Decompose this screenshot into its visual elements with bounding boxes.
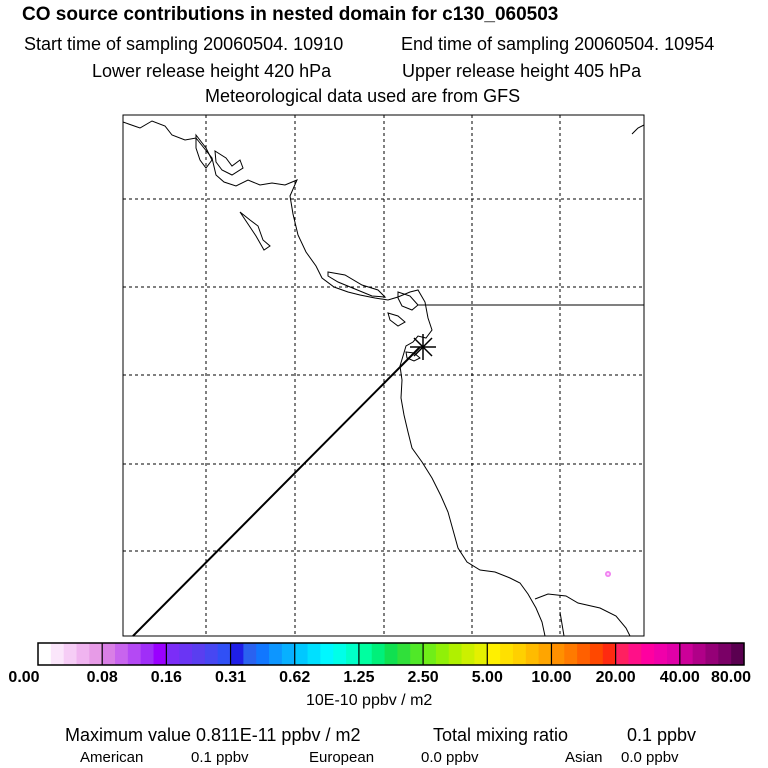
colorbar-cell: [500, 643, 514, 665]
colorbar-cell: [589, 643, 604, 665]
colorbar-cell: [679, 643, 694, 665]
colorbar-cell: [192, 643, 206, 665]
colorbar-cell: [512, 643, 527, 665]
colorbar-cell: [256, 643, 270, 665]
total-mixing-value: 0.1 ppbv: [627, 725, 697, 745]
contribution-spot: [605, 571, 611, 577]
colorbar-cell: [641, 643, 655, 665]
american-value: 0.1 ppbv: [191, 749, 249, 766]
colorbar-cell: [577, 643, 591, 665]
colorbar-cell: [127, 643, 142, 665]
colorbar-frame: [37, 642, 745, 666]
colorbar-cell: [384, 643, 399, 665]
european-value: 0.0 ppbv: [421, 749, 479, 766]
colorbar-cell: [281, 643, 296, 665]
colorbar-cell: [654, 643, 668, 665]
european-label: European: [309, 749, 375, 766]
colorbar-tick-label: 5.00: [471, 669, 503, 686]
colorbar-tick-label: 0.08: [86, 669, 118, 686]
colorbar-cell: [371, 643, 386, 665]
colorbar-tick-label: 20.00: [595, 669, 636, 686]
max-value-label: Maximum value 0.811E-11 ppbv / m2: [65, 725, 361, 745]
colorbar-cell: [320, 643, 334, 665]
trajectory-line: [132, 346, 421, 637]
colorbar-cell: [602, 643, 617, 665]
upper-release-label: Upper release height 405 hPa: [402, 61, 642, 81]
colorbar-cell: [140, 643, 155, 665]
colorbar-cell: [179, 643, 193, 665]
start-time-label: Start time of sampling 20060504. 10910: [24, 34, 344, 54]
colorbar-cell: [89, 643, 103, 665]
release-point-marker: [410, 334, 436, 360]
colorbar-units: 10E-10 ppbv / m2: [306, 692, 433, 709]
colorbar-cell: [115, 643, 129, 665]
colorbar-cell: [615, 643, 630, 665]
colorbar-cell: [731, 643, 745, 665]
colorbar-tick-label: 2.50: [407, 669, 439, 686]
colorbar-cell: [269, 643, 283, 665]
total-mixing-label: Total mixing ratio: [433, 725, 569, 745]
colorbar-cell: [346, 643, 360, 665]
colorbar-tick-label: 10.00: [531, 669, 572, 686]
colorbar-cell: [38, 643, 52, 665]
colorbar-cell: [397, 643, 411, 665]
colorbar-cell: [307, 643, 321, 665]
asian-label: Asian: [565, 749, 603, 766]
colorbar-cell: [166, 643, 180, 665]
colorbar-cell: [63, 643, 78, 665]
colorbar-tick-label: 0.31: [214, 669, 247, 686]
lower-release-label: Lower release height 420 hPa: [92, 61, 332, 81]
colorbar-cell: [487, 643, 501, 665]
colorbar-cell: [718, 643, 732, 665]
colorbar-tick-label: 0.62: [279, 669, 311, 686]
colorbar-cell: [294, 643, 309, 665]
colorbar-cell: [50, 643, 65, 665]
end-time-label: End time of sampling 20060504. 10954: [401, 34, 715, 54]
colorbar-cell: [410, 643, 424, 665]
colorbar-cell: [435, 643, 450, 665]
met-data-label: Meteorological data used are from GFS: [205, 86, 521, 106]
colorbar-tick-label: 0.16: [150, 669, 182, 686]
colorbar-tick-label: 1.25: [343, 669, 375, 686]
colorbar-cell: [217, 643, 232, 665]
colorbar-cell: [705, 643, 719, 665]
colorbar-tick-label: 40.00: [659, 669, 700, 686]
colorbar-cell: [692, 643, 707, 665]
colorbar-cell: [448, 643, 463, 665]
colorbar-cell: [204, 643, 219, 665]
colorbar-cell: [333, 643, 347, 665]
colorbar-cell: [628, 643, 642, 665]
colorbar-cell: [153, 643, 167, 665]
colorbar-cell: [102, 643, 116, 665]
colorbar-cell: [538, 643, 553, 665]
colorbar-cell: [525, 643, 540, 665]
american-label: American: [80, 749, 144, 766]
map-title: CO source contributions in nested domain…: [22, 4, 559, 25]
colorbar-cell: [666, 643, 681, 665]
colorbar-cell: [358, 643, 373, 665]
colorbar-cell: [564, 643, 578, 665]
colorbar-cell: [230, 643, 244, 665]
colorbar-tick-label: 0.00: [8, 669, 40, 686]
colorbar-cell: [423, 643, 437, 665]
colorbar-cell: [461, 643, 476, 665]
colorbar-cell: [76, 643, 90, 665]
colorbar-cell: [474, 643, 488, 665]
lat-lon-grid: [123, 115, 644, 636]
colorbar-tick-label: 80.00: [710, 669, 752, 686]
asian-value: 0.0 ppbv: [621, 749, 679, 766]
colorbar-cell: [551, 643, 565, 665]
colorbar-cell: [243, 643, 257, 665]
coastline: [122, 120, 645, 637]
